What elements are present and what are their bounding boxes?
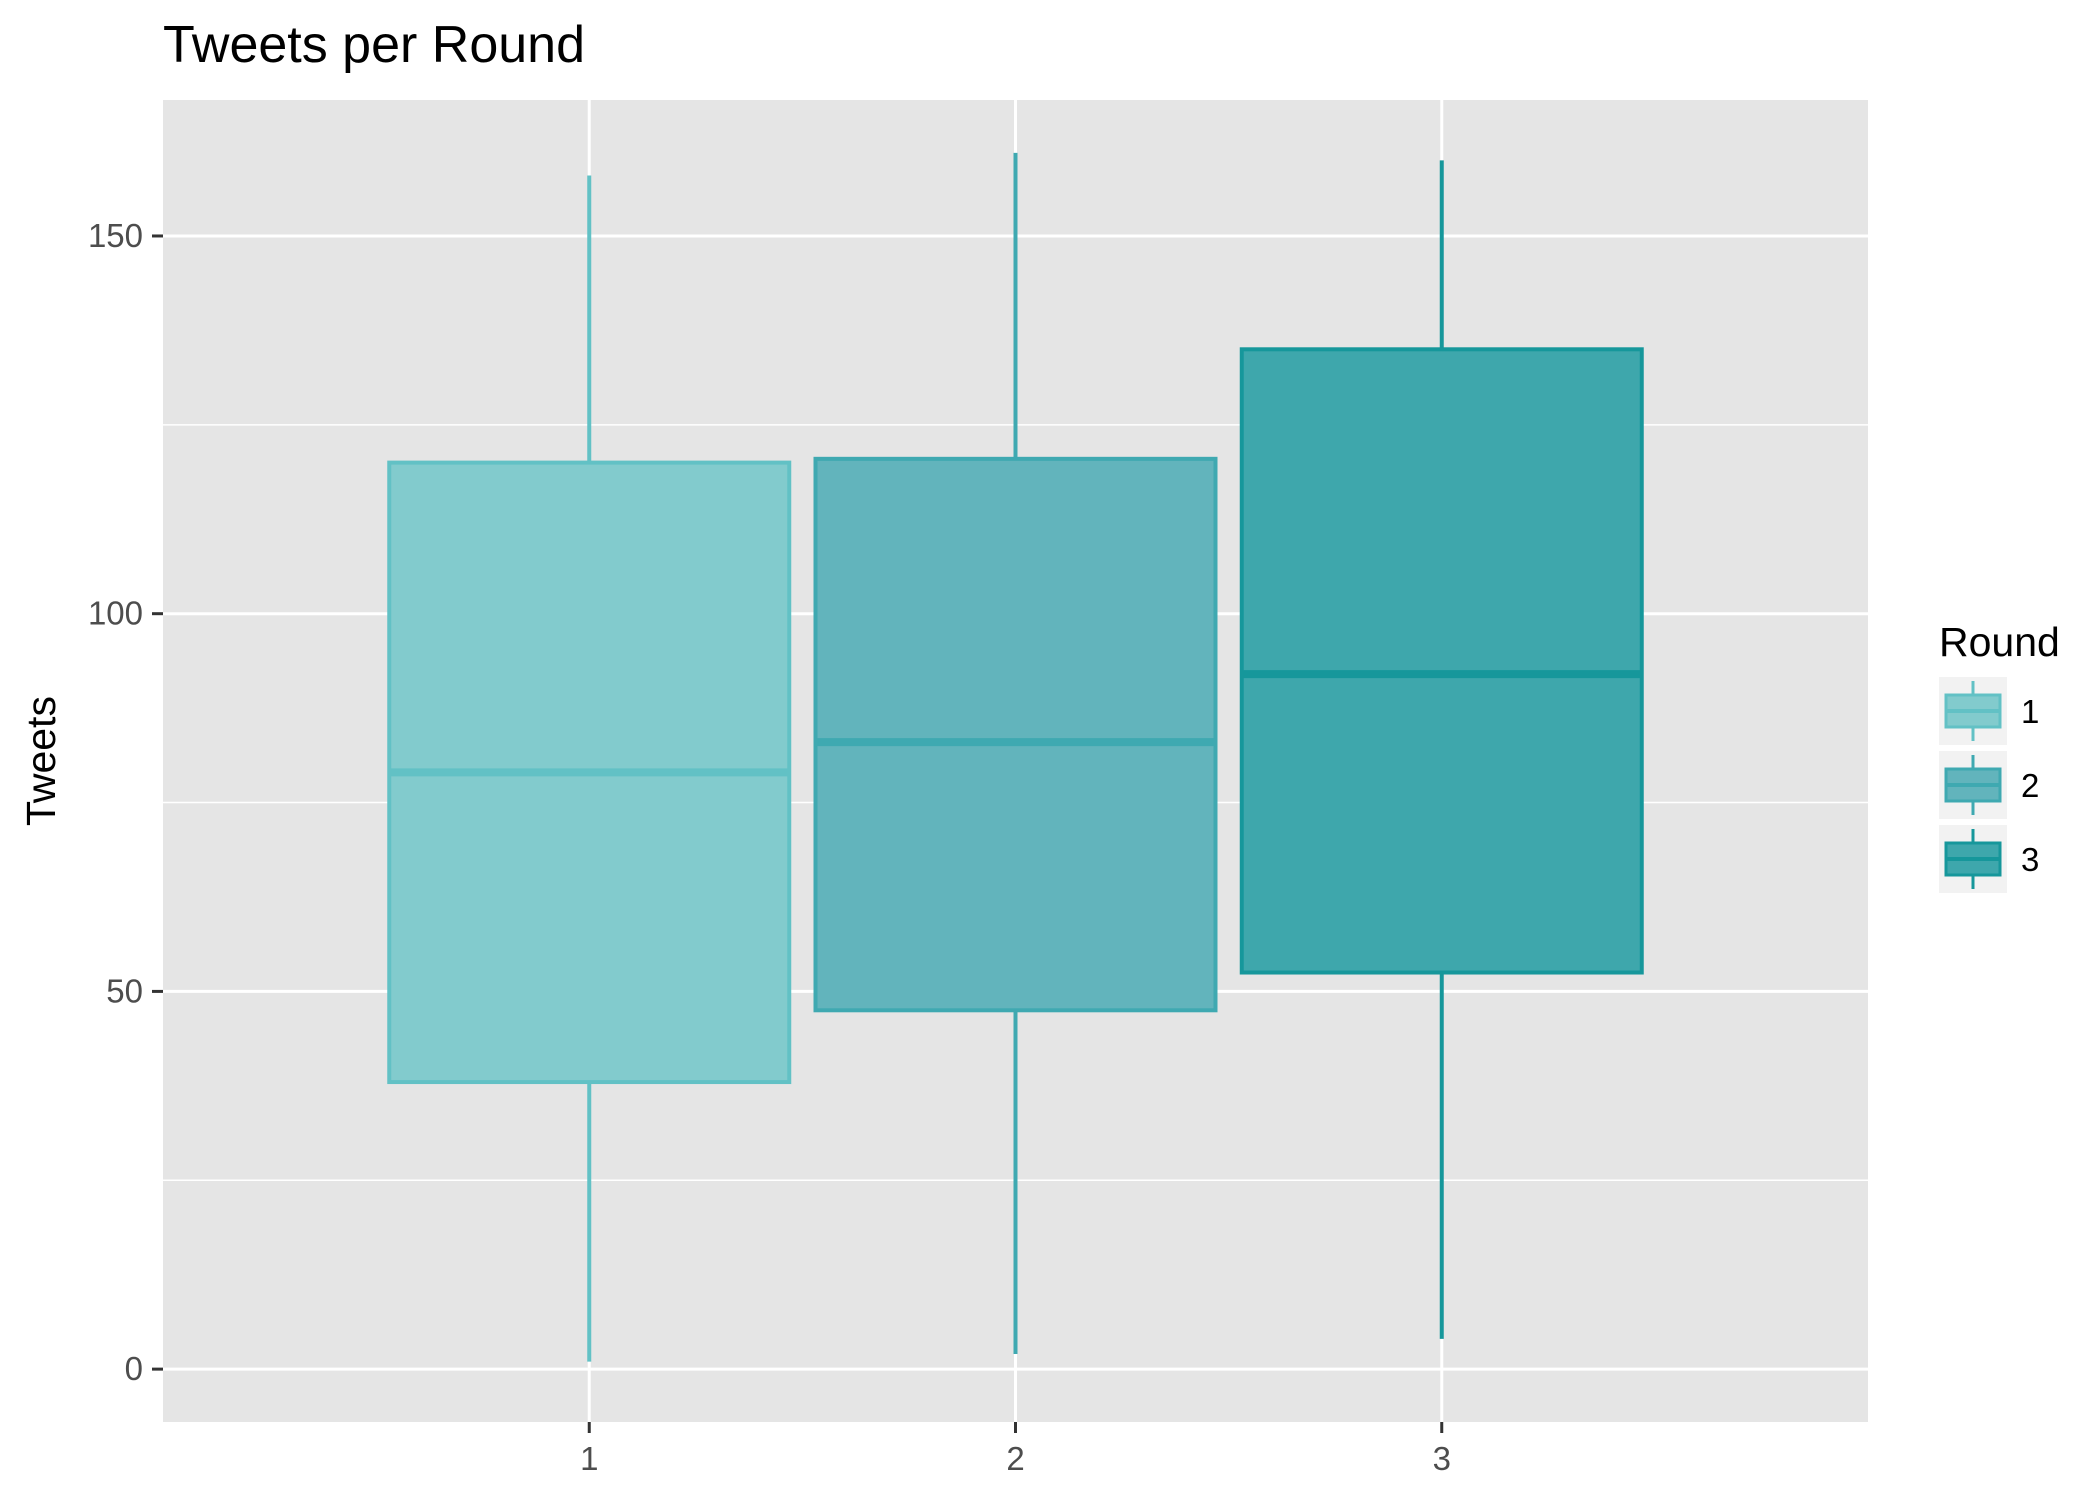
x-tick-label: 2	[1006, 1440, 1024, 1477]
legend-label: 2	[2021, 767, 2039, 804]
chart-title: Tweets per Round	[163, 16, 585, 74]
box-2	[813, 456, 1218, 1013]
legend-title: Round	[1939, 619, 2060, 665]
x-tick-label: 1	[580, 1440, 598, 1477]
x-tick-label: 3	[1433, 1440, 1451, 1477]
legend-item-2: 2	[1939, 751, 2039, 819]
y-tick-label: 100	[88, 595, 143, 632]
legend-label: 3	[2021, 841, 2039, 878]
legend-label: 1	[2021, 693, 2039, 730]
boxes-layer	[387, 152, 1644, 1362]
y-axis: 0 50 100 150	[88, 217, 163, 1387]
box-3	[1239, 347, 1644, 975]
y-tick-label: 150	[88, 217, 143, 254]
box-group-2	[813, 152, 1218, 1355]
box-group-3	[1239, 160, 1644, 1339]
y-tick-label: 0	[125, 1350, 143, 1387]
legend: Round 1 2 3	[1939, 619, 2060, 893]
y-tick-label: 50	[106, 972, 143, 1009]
y-axis-title: Tweets	[18, 696, 64, 826]
x-axis: 1 2 3	[580, 1422, 1451, 1477]
legend-item-1: 1	[1939, 677, 2039, 745]
legend-item-3: 3	[1939, 825, 2039, 893]
box-group-1	[387, 175, 792, 1362]
